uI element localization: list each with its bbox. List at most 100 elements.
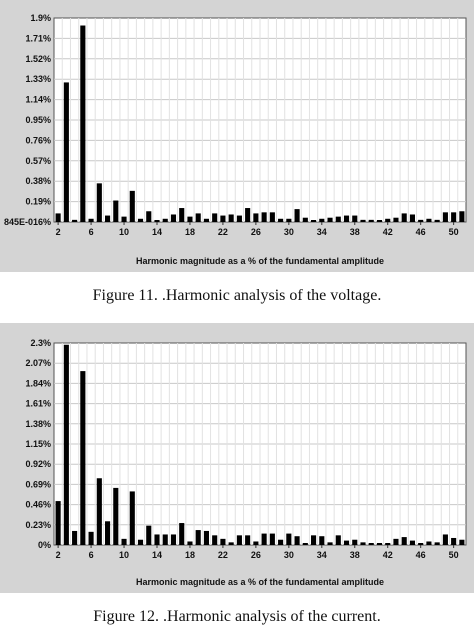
- chart-2-bar-h22: [220, 538, 226, 545]
- chart-2-bar-h28: [269, 533, 275, 545]
- chart-1-bar-h4: [72, 219, 78, 222]
- chart-1-y-tick-label: 0.38%: [25, 176, 51, 186]
- chart-2-bar-h11: [129, 491, 135, 545]
- chart-1-bar-h38: [352, 215, 358, 222]
- chart-1-x-tick-label: 6: [89, 227, 94, 237]
- chart-2-x-axis-title: Harmonic magnitude as a % of the fundame…: [136, 577, 384, 587]
- chart-1-bar-h40: [368, 219, 374, 222]
- chart-2-bar-h31: [294, 536, 300, 545]
- chart-1-bar-h41: [376, 220, 383, 222]
- chart-1-bar-h11: [129, 190, 135, 222]
- chart-1-x-tick-label: 30: [284, 227, 294, 237]
- chart-2-bar-h43: [393, 538, 399, 545]
- chart-2-bar-h6: [88, 531, 94, 545]
- chart-1-bar-h12: [137, 218, 144, 222]
- chart-1-x-tick-label: 2: [56, 227, 61, 237]
- chart-2-bar-h16: [170, 534, 177, 545]
- chart-1-bar-h3: [63, 82, 69, 222]
- chart-2-bar-h45: [409, 540, 415, 545]
- chart-2-bar-h3: [63, 344, 69, 545]
- chart-1-x-tick-label: 26: [251, 227, 261, 237]
- chart-1-bar-h24: [236, 215, 242, 222]
- chart-1-y-tick-label: 1.52%: [25, 54, 51, 64]
- chart-1-bar-h10: [121, 216, 127, 222]
- chart-1-bar-h29: [278, 218, 284, 222]
- chart-1-bar-h33: [311, 220, 317, 222]
- chart-2-bar-h7: [96, 478, 102, 545]
- chart-2-bar-h42: [385, 543, 391, 545]
- chart-2-x-tick-label: 30: [284, 550, 294, 560]
- chart-2-y-tick-label: 0.46%: [25, 500, 51, 510]
- chart-1-bar-h48: [434, 219, 440, 222]
- chart-1-bar-h21: [212, 213, 218, 222]
- chart-1-bar-h7: [96, 183, 102, 222]
- chart-2-bar-h12: [137, 539, 144, 545]
- chart-2-x-tick-label: 38: [350, 550, 360, 560]
- chart-2-x-tick-label: 46: [416, 550, 426, 560]
- chart-2-y-tick-label: 1.15%: [25, 439, 51, 449]
- chart-2-y-tick-label: 1.38%: [25, 419, 51, 429]
- chart-2-bar-h29: [278, 539, 284, 545]
- chart-2-x-tick-label: 50: [449, 550, 459, 560]
- chart-2-bar-h32: [302, 543, 308, 545]
- chart-1-y-tick-label: 0.57%: [25, 156, 51, 166]
- chart-1-x-tick-label: 14: [152, 227, 162, 237]
- chart-1-bar-h22: [220, 215, 226, 222]
- chart-1-x-tick-label: 22: [218, 227, 228, 237]
- chart-1-bar-h43: [393, 217, 399, 222]
- chart-2-bar-h49: [442, 534, 448, 545]
- voltage-harmonic-chart: 1.9% 1.71% 1.52% 1.33% 1.14% 0.95% 0.76% 0.57% 0…: [4, 13, 467, 266]
- chart-2-x-tick-label: 18: [185, 550, 195, 560]
- chart-1-bar-h18: [187, 216, 193, 222]
- chart-1-bar-h30: [286, 218, 292, 222]
- chart-2-bar-h39: [360, 542, 366, 545]
- chart-2-bar-h13: [146, 525, 152, 545]
- chart-1-bar-h26: [253, 213, 259, 222]
- chart-1-x-axis-title: Harmonic magnitude as a % of the fundame…: [136, 256, 384, 266]
- chart-2-x-tick-label: 22: [218, 550, 228, 560]
- chart-1-bar-h8: [105, 215, 111, 222]
- chart-2-bar-h9: [113, 487, 119, 545]
- chart-2-bar-h38: [352, 539, 358, 545]
- chart-1-bar-h31: [294, 209, 300, 222]
- chart-1-y-tick-label: 1.14%: [25, 95, 51, 105]
- chart-2-bar-h40: [368, 543, 374, 545]
- chart-1-bar-h51: [459, 211, 465, 222]
- chart-2-x-tick-label: 14: [152, 550, 162, 560]
- chart-1-x-tick-label: 50: [449, 227, 459, 237]
- chart-1-bar-h14: [154, 220, 160, 222]
- chart-2-bar-h20: [203, 530, 209, 545]
- figure-11-caption: Figure 11. .Harmonic analysis of the vol…: [92, 287, 382, 304]
- chart-1-y-tick-label: 845E-016%: [4, 217, 51, 227]
- chart-1-bar-h27: [261, 212, 267, 222]
- chart-2-x-tick-label: 34: [317, 550, 327, 560]
- figure-12-caption: Figure 12. .Harmonic analysis of the cur…: [93, 608, 381, 625]
- chart-2-bar-h19: [195, 530, 201, 545]
- chart-1-y-tick-label: 0.95%: [25, 115, 51, 125]
- chart-1-x-tick-label: 38: [350, 227, 360, 237]
- chart-1-bar-h19: [195, 213, 201, 222]
- chart-2-bar-h23: [228, 542, 234, 545]
- chart-2-bar-h46: [418, 543, 424, 545]
- chart-1-bar-h39: [360, 219, 366, 222]
- chart-1-bar-h16: [170, 214, 177, 222]
- chart-2-y-tick-label: 0.92%: [25, 459, 51, 469]
- chart-1-bar-h17: [179, 208, 185, 222]
- chart-1-y-tick-label: 1.9%: [30, 13, 51, 23]
- chart-2-bar-h51: [459, 539, 465, 545]
- chart-1-bar-h47: [426, 218, 432, 222]
- chart-2-x-tick-label: 42: [383, 550, 393, 560]
- chart-1-x-tick-label: 10: [119, 227, 129, 237]
- chart-1-bar-h34: [319, 218, 325, 222]
- chart-2-bar-h26: [253, 541, 259, 545]
- chart-1-bar-h44: [401, 213, 407, 222]
- chart-2-bar-h47: [426, 541, 432, 545]
- chart-1-bar-h5: [80, 25, 86, 222]
- chart-1-bar-h25: [245, 208, 251, 222]
- chart-2-bar-h14: [154, 534, 160, 545]
- chart-2-y-tick-label: 1.61%: [25, 399, 51, 409]
- chart-1-bar-h9: [113, 200, 119, 222]
- chart-1-bar-h45: [409, 214, 415, 222]
- chart-2-y-tick-label: 2.07%: [25, 358, 51, 368]
- chart-1-bar-h37: [343, 215, 350, 222]
